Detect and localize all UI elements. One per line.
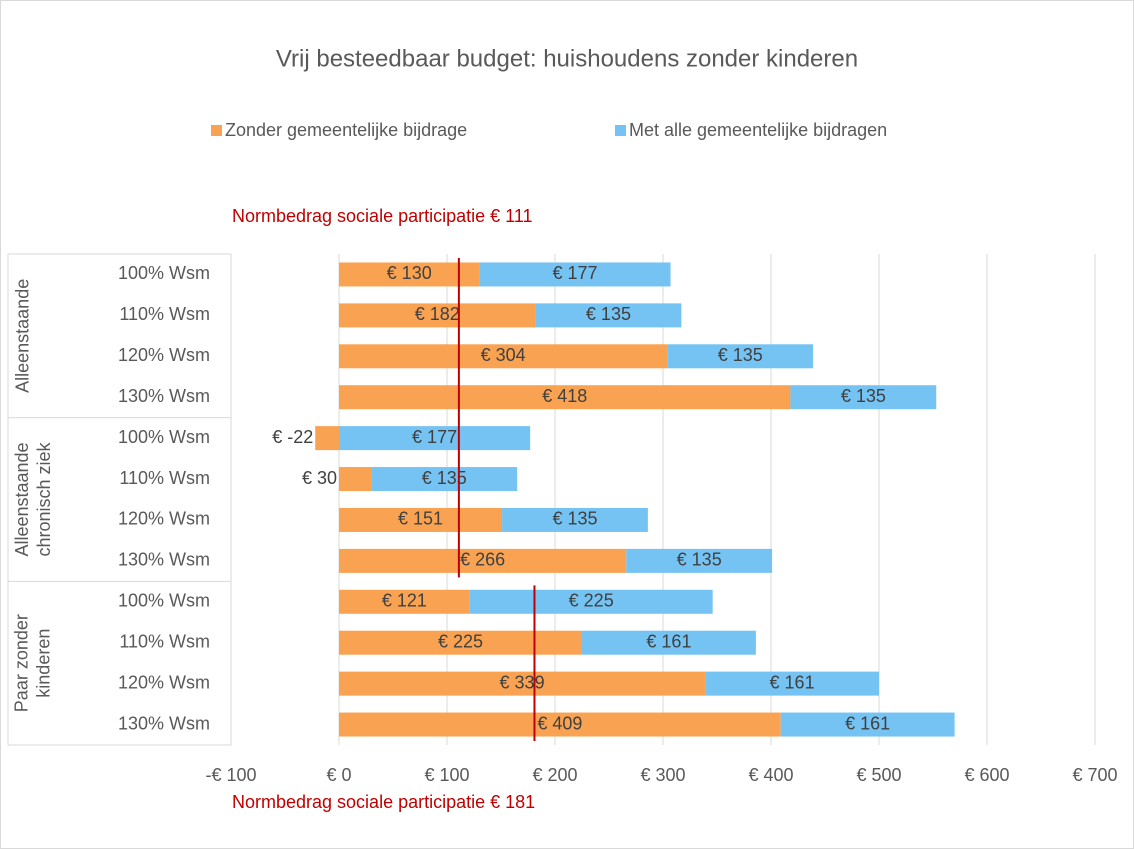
value-label: € 135 xyxy=(422,468,467,488)
group-label: Alleenstaande xyxy=(13,279,33,393)
bar xyxy=(339,262,480,287)
group-label: Alleenstaande xyxy=(12,442,32,556)
y-tick-label: 100% Wsm xyxy=(118,591,210,611)
value-label: € 161 xyxy=(845,713,890,733)
value-label: € 225 xyxy=(569,591,614,611)
bar xyxy=(339,507,503,532)
bar xyxy=(469,589,713,614)
value-label: € 135 xyxy=(677,550,722,570)
legend-swatch xyxy=(211,125,222,136)
value-label: € 30 xyxy=(302,468,337,488)
value-label: € 177 xyxy=(412,427,457,447)
group-label: chronisch ziek xyxy=(34,441,54,556)
x-tick-label: -€ 100 xyxy=(205,765,256,785)
x-tick-label: € 500 xyxy=(856,765,901,785)
value-label: € 182 xyxy=(415,304,460,324)
legend-label: Zonder gemeentelijke bijdrage xyxy=(225,120,467,140)
y-tick-label: 130% Wsm xyxy=(118,386,210,406)
value-label: € 177 xyxy=(552,263,597,283)
value-label: € 135 xyxy=(718,345,763,365)
group-label: Paar zonder xyxy=(12,614,32,712)
bar xyxy=(582,630,756,655)
value-label: € 121 xyxy=(382,591,427,611)
reference-label: Normbedrag sociale participatie € 111 xyxy=(232,206,533,226)
y-tick-label: 100% Wsm xyxy=(118,427,210,447)
y-tick-label: 130% Wsm xyxy=(118,550,210,570)
value-label: € 130 xyxy=(387,263,432,283)
bar xyxy=(339,426,531,451)
group-label: kinderen xyxy=(34,629,54,698)
x-tick-label: € 700 xyxy=(1072,765,1117,785)
y-tick-label: 110% Wsm xyxy=(119,304,210,324)
x-tick-label: € 400 xyxy=(748,765,793,785)
y-tick-label: 130% Wsm xyxy=(118,713,210,733)
value-label: € 304 xyxy=(481,345,526,365)
y-tick-label: 120% Wsm xyxy=(118,345,210,365)
value-label: € 418 xyxy=(542,386,587,406)
bar xyxy=(339,630,582,655)
bar xyxy=(339,671,706,696)
bar xyxy=(339,303,536,328)
bar xyxy=(502,507,648,532)
bar xyxy=(371,467,518,492)
legend-label: Met alle gemeentelijke bijdragen xyxy=(629,120,887,140)
x-tick-label: € 0 xyxy=(326,765,351,785)
bar xyxy=(339,344,668,369)
reference-label: Normbedrag sociale participatie € 181 xyxy=(232,792,535,812)
bar xyxy=(705,671,879,696)
value-label: € 151 xyxy=(398,509,443,529)
bar xyxy=(780,712,955,737)
value-label: € 225 xyxy=(438,631,483,651)
y-tick-label: 100% Wsm xyxy=(118,263,210,283)
value-label: € 266 xyxy=(460,550,505,570)
chart-title: Vrij besteedbaar budget: huishoudens zon… xyxy=(276,45,858,72)
bar xyxy=(790,385,937,410)
x-tick-label: € 600 xyxy=(964,765,1009,785)
bar xyxy=(339,467,372,492)
legend-swatch xyxy=(615,125,626,136)
bar xyxy=(535,303,682,328)
bar xyxy=(339,589,470,614)
y-tick-label: 120% Wsm xyxy=(118,509,210,529)
value-label: € 135 xyxy=(586,304,631,324)
bar xyxy=(479,262,671,287)
x-tick-label: € 100 xyxy=(424,765,469,785)
value-label: € 339 xyxy=(500,672,545,692)
value-label: € 135 xyxy=(552,509,597,529)
bar xyxy=(339,712,781,737)
bar xyxy=(339,385,791,410)
bar xyxy=(667,344,814,369)
bar xyxy=(626,548,773,573)
x-tick-label: € 200 xyxy=(532,765,577,785)
x-tick-label: € 300 xyxy=(640,765,685,785)
bar xyxy=(315,426,339,451)
value-label: € 409 xyxy=(537,713,582,733)
y-tick-label: 110% Wsm xyxy=(119,468,210,488)
value-label: € 161 xyxy=(770,672,815,692)
value-label: € 135 xyxy=(841,386,886,406)
y-tick-label: 120% Wsm xyxy=(118,672,210,692)
value-label: € 161 xyxy=(646,631,691,651)
bar xyxy=(339,548,627,573)
value-label: € -22 xyxy=(272,427,313,447)
y-tick-label: 110% Wsm xyxy=(119,631,210,651)
